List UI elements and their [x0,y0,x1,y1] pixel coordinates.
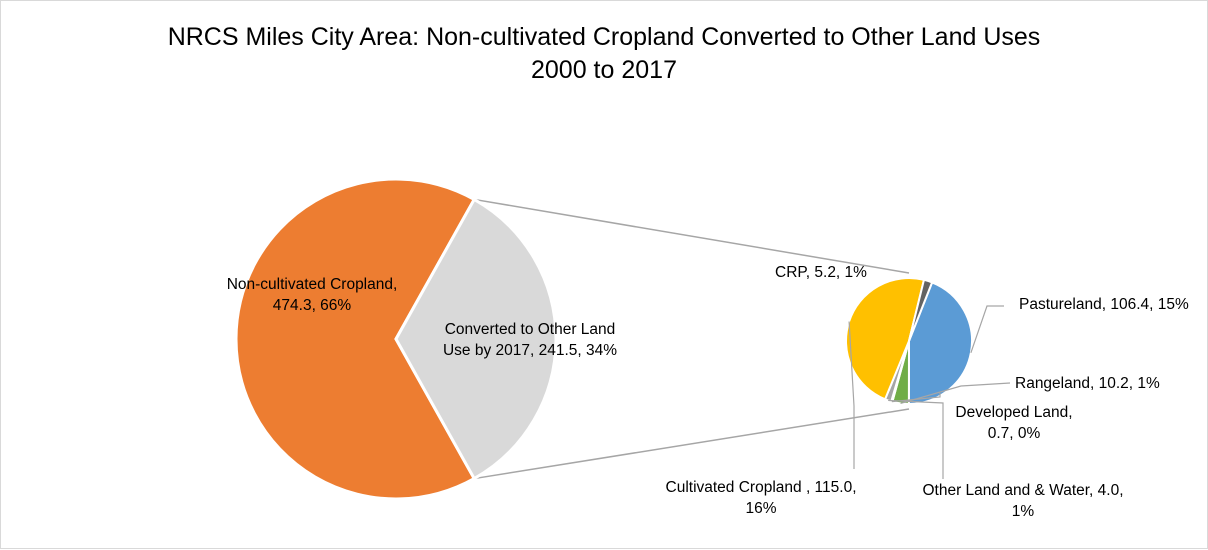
data-label-pastureland-line-1: Pastureland, 106.4, 15% [1019,296,1189,313]
data-label-rangeland-line-1: Rangeland, 10.2, 1% [1015,375,1160,392]
leader-line-developed-land [891,393,941,403]
leader-line-rangeland [900,382,1011,405]
leader-line-other-land-and-water [888,399,944,479]
data-label-other-land-and-water-line-1: Other Land and & Water, 4.0, [922,482,1123,499]
data-label-converted-to-other-land-use-by-2017-line-2: Use by 2017, 241.5, 34% [443,342,617,359]
slice-non-cultivated-cropland [234,177,477,501]
series-line-top [474,198,910,274]
chart-title-line-2: 2000 to 2017 [531,56,677,84]
chart-title: NRCS Miles City Area: Non-cultivated Cro… [1,21,1207,87]
data-label-rangeland: Rangeland, 10.2, 1% [1015,375,1160,392]
chart-title-line-1: NRCS Miles City Area: Non-cultivated Cro… [167,23,1041,51]
data-label-other-land-and-water: Other Land and & Water, 4.0, 1% [922,482,1123,520]
data-label-cultivated-cropland-line-1: Cultivated Cropland , 115.0, [666,479,857,496]
data-label-developed-land-line-1: Developed Land, [955,404,1072,421]
data-label-converted-to-other-land-use-by-2017-line-1: Converted to Other Land [445,321,616,338]
data-label-non-cultivated-cropland-line-2: 474.3, 66% [273,297,352,314]
slice-pastureland [907,281,973,406]
data-label-developed-land: Developed Land, 0.7, 0% [955,404,1072,442]
series-line-bottom [474,408,910,480]
slice-converted-to-other-land-use-by-2017 [394,197,558,481]
leader-line-pastureland [970,305,1004,354]
data-label-cultivated-cropland: Cultivated Cropland , 115.0, 16% [666,479,857,517]
data-label-crp-line-1: CRP, 5.2, 1% [775,264,867,281]
data-label-non-cultivated-cropland-line-1: Non-cultivated Cropland, [227,276,398,293]
data-label-pastureland: Pastureland, 106.4, 15% [1019,296,1189,313]
slice-crp [908,278,934,342]
data-label-developed-land-line-2: 0.7, 0% [988,425,1041,442]
data-label-crp: CRP, 5.2, 1% [775,264,867,281]
data-label-other-land-and-water-line-2: 1% [1012,503,1035,520]
data-label-cultivated-cropland-line-2: 16% [745,500,776,517]
leader-line-cultivated-cropland [848,321,855,469]
